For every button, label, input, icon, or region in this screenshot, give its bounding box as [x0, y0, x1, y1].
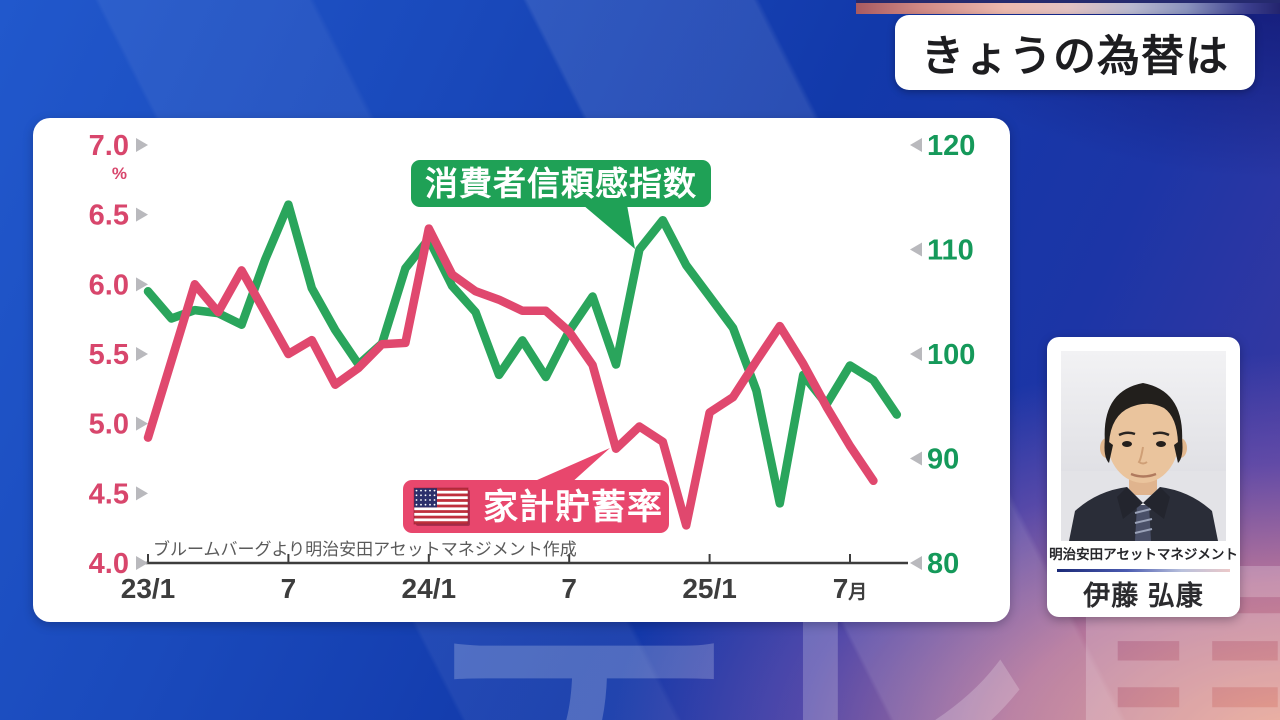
x-tick-label: 7月: [833, 573, 868, 604]
us-flag-icon: [413, 487, 470, 526]
right-axis-tick-label: 90: [927, 444, 959, 476]
left-axis-arrow-icon: [136, 416, 148, 431]
left-axis-tick-label: 6.5: [89, 200, 129, 232]
left-axis-tick-label: 5.0: [89, 409, 129, 441]
savings-label-tail: [528, 448, 610, 484]
eye-right: [1156, 441, 1166, 447]
hair-side-right: [1174, 439, 1183, 463]
hair-side-left: [1104, 439, 1113, 463]
top-accent-strip: [856, 0, 1280, 14]
source-note: ブルームバーグより明治安田アセットマネジメント作成: [153, 539, 577, 559]
hair: [1104, 383, 1183, 443]
x-tick-label: 23/1: [121, 573, 176, 604]
title-part-1: きょうの: [921, 32, 1097, 81]
left-axis-tick-label: 7.0: [89, 130, 129, 162]
left-axis-arrow-icon: [136, 347, 148, 361]
face: [1107, 395, 1179, 483]
left-axis-tick-label: 6.0: [89, 269, 129, 301]
left-axis-arrow-icon: [136, 138, 148, 152]
lapel-right: [1143, 487, 1170, 519]
right-axis-arrow-icon: [910, 138, 922, 152]
program-title: きょうの 為替 は: [895, 15, 1255, 90]
left-axis-arrow-icon: [136, 556, 148, 570]
left-axis-tick-label: 4.0: [89, 548, 129, 580]
presenter-card: 明治安田アセットマネジメント 伊藤 弘康: [1047, 337, 1240, 617]
right-axis-tick-label: 80: [927, 548, 959, 580]
presenter-divider: [1057, 569, 1230, 572]
nose: [1137, 446, 1148, 465]
confidence-label-text: 消費者信頼感指数: [425, 165, 697, 202]
right-axis-tick-label: 100: [927, 339, 975, 371]
x-tick-label: 7: [281, 573, 297, 604]
confidence-label-box: [411, 160, 711, 207]
eyebrow-right: [1152, 431, 1170, 437]
eyebrow-left: [1118, 431, 1136, 437]
presenter-name: 伊藤 弘康: [1083, 581, 1204, 611]
chart-panel: 23/1 7 24/1 7 25/1 7月 7.0 6.5 6.0 5.5 5.0 4.5 4.0% 12…: [33, 118, 1010, 622]
right-axis-arrow-icon: [910, 556, 922, 570]
savings-label-box: [403, 480, 669, 533]
tie-pattern: [1134, 508, 1153, 534]
left-axis-tick-label: 4.5: [89, 478, 129, 510]
right-axis-arrow-icon: [910, 347, 922, 361]
left-axis-arrow-icon: [136, 486, 148, 501]
mouth: [1130, 472, 1157, 478]
savings-rate-line: [143, 224, 878, 530]
x-tick-label: 7: [561, 573, 577, 604]
left-axis-arrow-icon: [136, 277, 148, 292]
dual-axis-line-chart: 23/1 7 24/1 7 25/1 7月 7.0 6.5 6.0 5.5 5.0 4.5 4.0% 12…: [89, 130, 976, 604]
presenter-photo: [1061, 351, 1226, 541]
left-axis-arrow-icon: [136, 207, 148, 222]
eye-left: [1122, 441, 1132, 447]
right-axis-arrow-icon: [910, 242, 922, 257]
consumer-confidence-line: [143, 200, 902, 508]
presenter-company: 明治安田アセットマネジメント: [1049, 547, 1238, 562]
x-tick-label: 24/1: [402, 573, 457, 604]
title-part-3: は: [1185, 32, 1229, 81]
lapel-left: [1117, 487, 1143, 519]
title-part-2: 為替: [1097, 32, 1185, 81]
confidence-label-tail: [583, 205, 635, 249]
left-axis-tick-label: 5.5: [89, 339, 129, 371]
left-axis-unit-label: %: [112, 164, 127, 183]
right-axis-tick-label: 110: [927, 235, 974, 267]
presenter-portrait: [1061, 351, 1226, 541]
savings-label-text: 家計貯蓄率: [483, 488, 663, 527]
x-tick-label: 25/1: [682, 573, 737, 604]
right-axis-arrow-icon: [910, 451, 922, 466]
right-axis-tick-label: 120: [927, 130, 975, 162]
